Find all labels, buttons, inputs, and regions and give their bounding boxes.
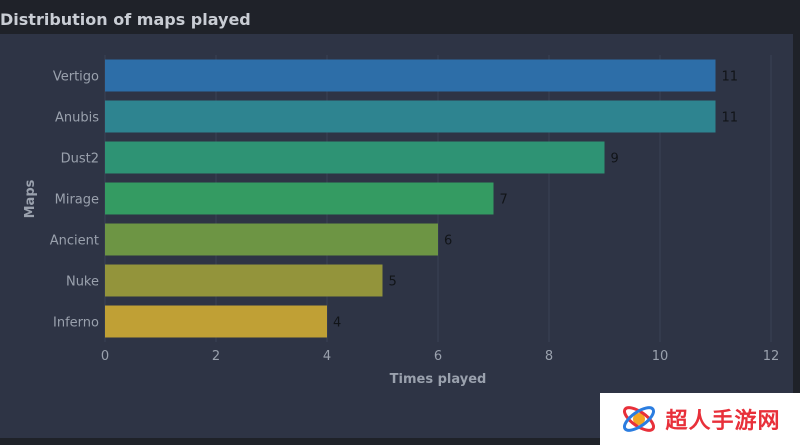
data-label: 6 <box>444 234 452 249</box>
bar-anubis[interactable] <box>105 100 716 133</box>
bar-ancient[interactable] <box>105 223 438 256</box>
watermark: 超人手游网 <box>600 393 800 445</box>
bars <box>105 59 716 338</box>
x-tick-labels: 0 2 4 6 8 10 12 <box>101 349 779 364</box>
data-label: 5 <box>389 275 397 290</box>
x-tick-label: 2 <box>212 349 220 364</box>
y-tick-label: Mirage <box>55 193 99 208</box>
y-tick-label: Inferno <box>53 316 99 331</box>
chart-title: Distribution of maps played <box>0 10 251 29</box>
bar-inferno[interactable] <box>105 305 327 338</box>
y-axis-title: Maps <box>23 179 38 218</box>
data-label: 11 <box>722 111 739 126</box>
bar-dust2[interactable] <box>105 141 605 174</box>
bar-nuke[interactable] <box>105 264 383 297</box>
data-labels: 11 11 9 7 6 5 4 <box>333 70 738 331</box>
data-label: 4 <box>333 316 341 331</box>
y-tick-label: Ancient <box>50 234 99 249</box>
y-tick-labels: Vertigo Anubis Dust2 Mirage Ancient Nuke Infer… <box>50 70 99 331</box>
watermark-text: 超人手游网 <box>665 409 781 434</box>
y-tick-label: Anubis <box>55 111 99 126</box>
x-tick-label: 10 <box>652 349 669 364</box>
x-tick-label: 12 <box>763 349 780 364</box>
bar-mirage[interactable] <box>105 182 494 215</box>
y-tick-label: Dust2 <box>61 152 99 167</box>
x-tick-label: 4 <box>323 349 331 364</box>
x-tick-label: 8 <box>545 349 553 364</box>
data-label: 7 <box>500 193 508 208</box>
data-label: 9 <box>611 152 619 167</box>
x-axis-title: Times played <box>390 372 487 387</box>
watermark-logo-icon <box>623 406 656 432</box>
data-label: 11 <box>722 70 739 85</box>
y-tick-label: Nuke <box>66 275 99 290</box>
x-tick-label: 0 <box>101 349 109 364</box>
x-tick-label: 6 <box>434 349 442 364</box>
bar-vertigo[interactable] <box>105 59 716 92</box>
y-tick-label: Vertigo <box>53 70 99 85</box>
